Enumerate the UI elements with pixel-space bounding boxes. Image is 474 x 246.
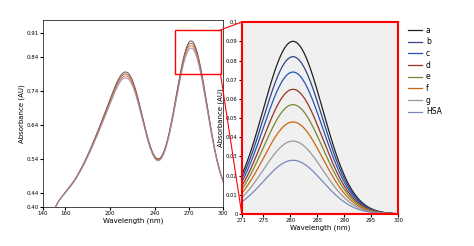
a	[298, 46, 304, 49]
c	[360, 204, 366, 207]
d	[359, 204, 365, 207]
e	[284, 105, 290, 108]
f	[284, 122, 290, 125]
g	[223, 207, 228, 210]
b	[360, 203, 366, 206]
b	[284, 58, 290, 61]
Line: HSA: HSA	[226, 160, 414, 214]
Line: f: f	[226, 122, 414, 214]
d	[298, 92, 304, 95]
Y-axis label: Absorbance (AU): Absorbance (AU)	[18, 84, 25, 142]
HSA	[360, 209, 366, 212]
e	[411, 213, 417, 215]
X-axis label: Wavelength (nm): Wavelength (nm)	[102, 217, 163, 224]
X-axis label: Wavelength (nm): Wavelength (nm)	[290, 225, 350, 231]
Line: g: g	[226, 141, 414, 214]
f	[411, 213, 417, 215]
e	[360, 206, 366, 209]
d	[411, 213, 417, 215]
e	[290, 103, 296, 106]
c	[359, 203, 365, 206]
c	[411, 213, 417, 215]
e	[298, 107, 304, 110]
g	[290, 140, 296, 143]
a	[246, 157, 251, 160]
HSA	[290, 159, 296, 162]
c	[246, 167, 251, 170]
a	[359, 201, 365, 204]
c	[298, 75, 304, 78]
g	[360, 208, 366, 211]
Bar	[175, 30, 220, 74]
a	[360, 202, 366, 205]
d	[284, 90, 290, 93]
a	[290, 40, 296, 43]
Line: b: b	[226, 57, 414, 214]
HSA	[359, 209, 365, 212]
a	[342, 175, 347, 178]
a	[411, 213, 417, 215]
g	[246, 189, 251, 192]
e	[246, 177, 251, 180]
f	[360, 207, 366, 210]
f	[290, 121, 296, 123]
HSA	[342, 201, 347, 204]
e	[359, 205, 365, 208]
b	[342, 178, 347, 181]
g	[298, 142, 304, 145]
g	[284, 141, 290, 144]
Line: e: e	[226, 105, 414, 214]
f	[342, 193, 347, 196]
d	[223, 203, 228, 206]
f	[359, 207, 365, 210]
d	[246, 172, 251, 175]
f	[223, 206, 228, 209]
c	[284, 73, 290, 76]
g	[411, 213, 417, 215]
Line: d: d	[226, 89, 414, 214]
b	[223, 201, 228, 204]
HSA	[246, 195, 251, 198]
b	[359, 202, 365, 205]
e	[342, 189, 347, 192]
b	[290, 55, 296, 58]
g	[359, 208, 365, 211]
c	[223, 202, 228, 205]
c	[290, 71, 296, 74]
b	[246, 162, 251, 165]
HSA	[223, 208, 228, 211]
b	[298, 61, 304, 63]
HSA	[298, 161, 304, 164]
d	[342, 185, 347, 188]
f	[298, 123, 304, 126]
d	[290, 88, 296, 91]
Line: a: a	[226, 41, 414, 214]
c	[342, 182, 347, 184]
a	[223, 200, 228, 202]
Line: c: c	[226, 72, 414, 214]
HSA	[411, 213, 417, 215]
Legend: a, b, c, d, e, f, g, HSA: a, b, c, d, e, f, g, HSA	[407, 24, 443, 118]
d	[360, 205, 366, 208]
g	[342, 197, 347, 200]
Y-axis label: Absorbance (AU): Absorbance (AU)	[218, 89, 224, 147]
HSA	[284, 160, 290, 163]
b	[411, 213, 417, 215]
e	[223, 204, 228, 207]
f	[246, 183, 251, 186]
a	[284, 43, 290, 46]
